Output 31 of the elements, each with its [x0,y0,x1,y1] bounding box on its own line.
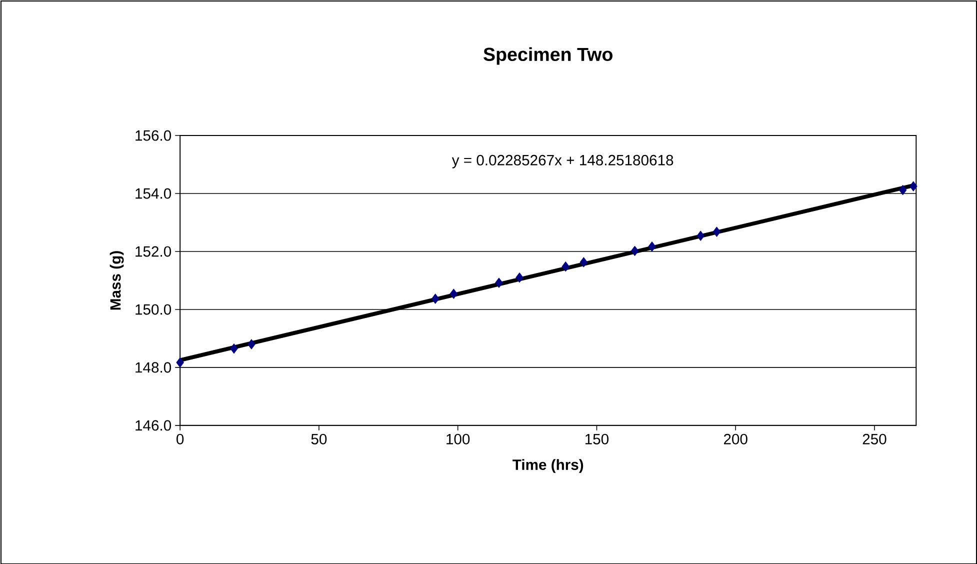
annotation: y = 0.02285267x + 148.25180618 [452,154,674,168]
x-tick-label: 200 [724,434,748,444]
y-tick-label: 146.0 [136,420,172,430]
x-tick-label: 0 [176,434,184,444]
point [580,256,588,268]
point [630,246,639,256]
point [248,338,256,350]
point [176,357,184,368]
y-tick-label: 152.0 [136,246,172,257]
point [450,288,458,299]
x-tick-label: 250 [862,434,886,444]
point [712,226,721,237]
chart-title: Specimen Two [484,47,612,65]
y-tick-label: 154.0 [136,188,172,199]
point [230,343,238,354]
point [898,184,907,195]
point [648,241,656,252]
y-axis-title: Mass (g) [110,250,124,310]
x-tick-label: 150 [585,434,609,444]
point [909,180,918,192]
y-tick-label: 150.0 [136,304,172,315]
point [516,272,524,283]
point [562,261,570,272]
point [696,230,705,241]
y-tick-label: 148.0 [136,362,172,372]
x-axis-title: Time (hrs) [512,458,584,473]
point [431,293,440,304]
x-tick-label: 100 [446,434,470,444]
point [495,277,503,288]
x-tick-label: 50 [311,434,327,444]
y-tick-label: 156.0 [136,130,172,141]
